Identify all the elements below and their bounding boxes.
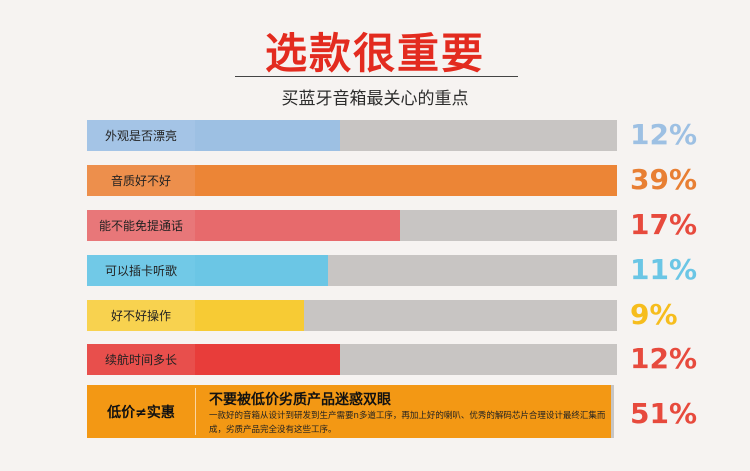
callout-track-edge [611,385,614,438]
bar-value-label: 12% [630,118,698,151]
bar-value-label: 9% [630,298,678,331]
bar-label: 好不好操作 [87,300,195,331]
callout-title: 不要被低价劣质产品迷惑双眼 [209,392,391,408]
title-divider [235,76,518,77]
callout-body: 一款好的音箱从设计到研发到生产需要n多道工序，再加上好的喇叭、优秀的解码芯片合理… [209,411,606,435]
callout-box [87,385,614,438]
bar-value-label: 12% [630,342,698,375]
bar [195,120,340,151]
bar [195,210,400,241]
bar-label: 续航时间多长 [87,344,195,375]
bar-value-label: 39% [630,163,698,196]
page-title: 选款很重要 [264,29,485,78]
bar-value-label: 17% [630,208,698,241]
bar [195,344,340,375]
bar-label: 可以插卡听歌 [87,255,195,286]
bar [195,300,304,331]
bar-track [195,255,617,286]
bar-label: 能不能免提通话 [87,210,195,241]
bar-label: 外观是否漂亮 [87,120,195,151]
page-subtitle: 买蓝牙音箱最关心的重点 [281,89,469,109]
bar-track [195,120,617,151]
bar-track [195,165,617,196]
bar-track [195,210,617,241]
bar-track [195,300,617,331]
bar [195,165,617,196]
callout-divider [195,388,196,435]
bar-track [195,344,617,375]
callout-label: 低价≠实惠 [107,404,175,421]
bar-value-label: 11% [630,253,698,286]
bar-label: 音质好不好 [87,165,195,196]
callout-percent: 51% [630,397,698,430]
bar [195,255,328,286]
